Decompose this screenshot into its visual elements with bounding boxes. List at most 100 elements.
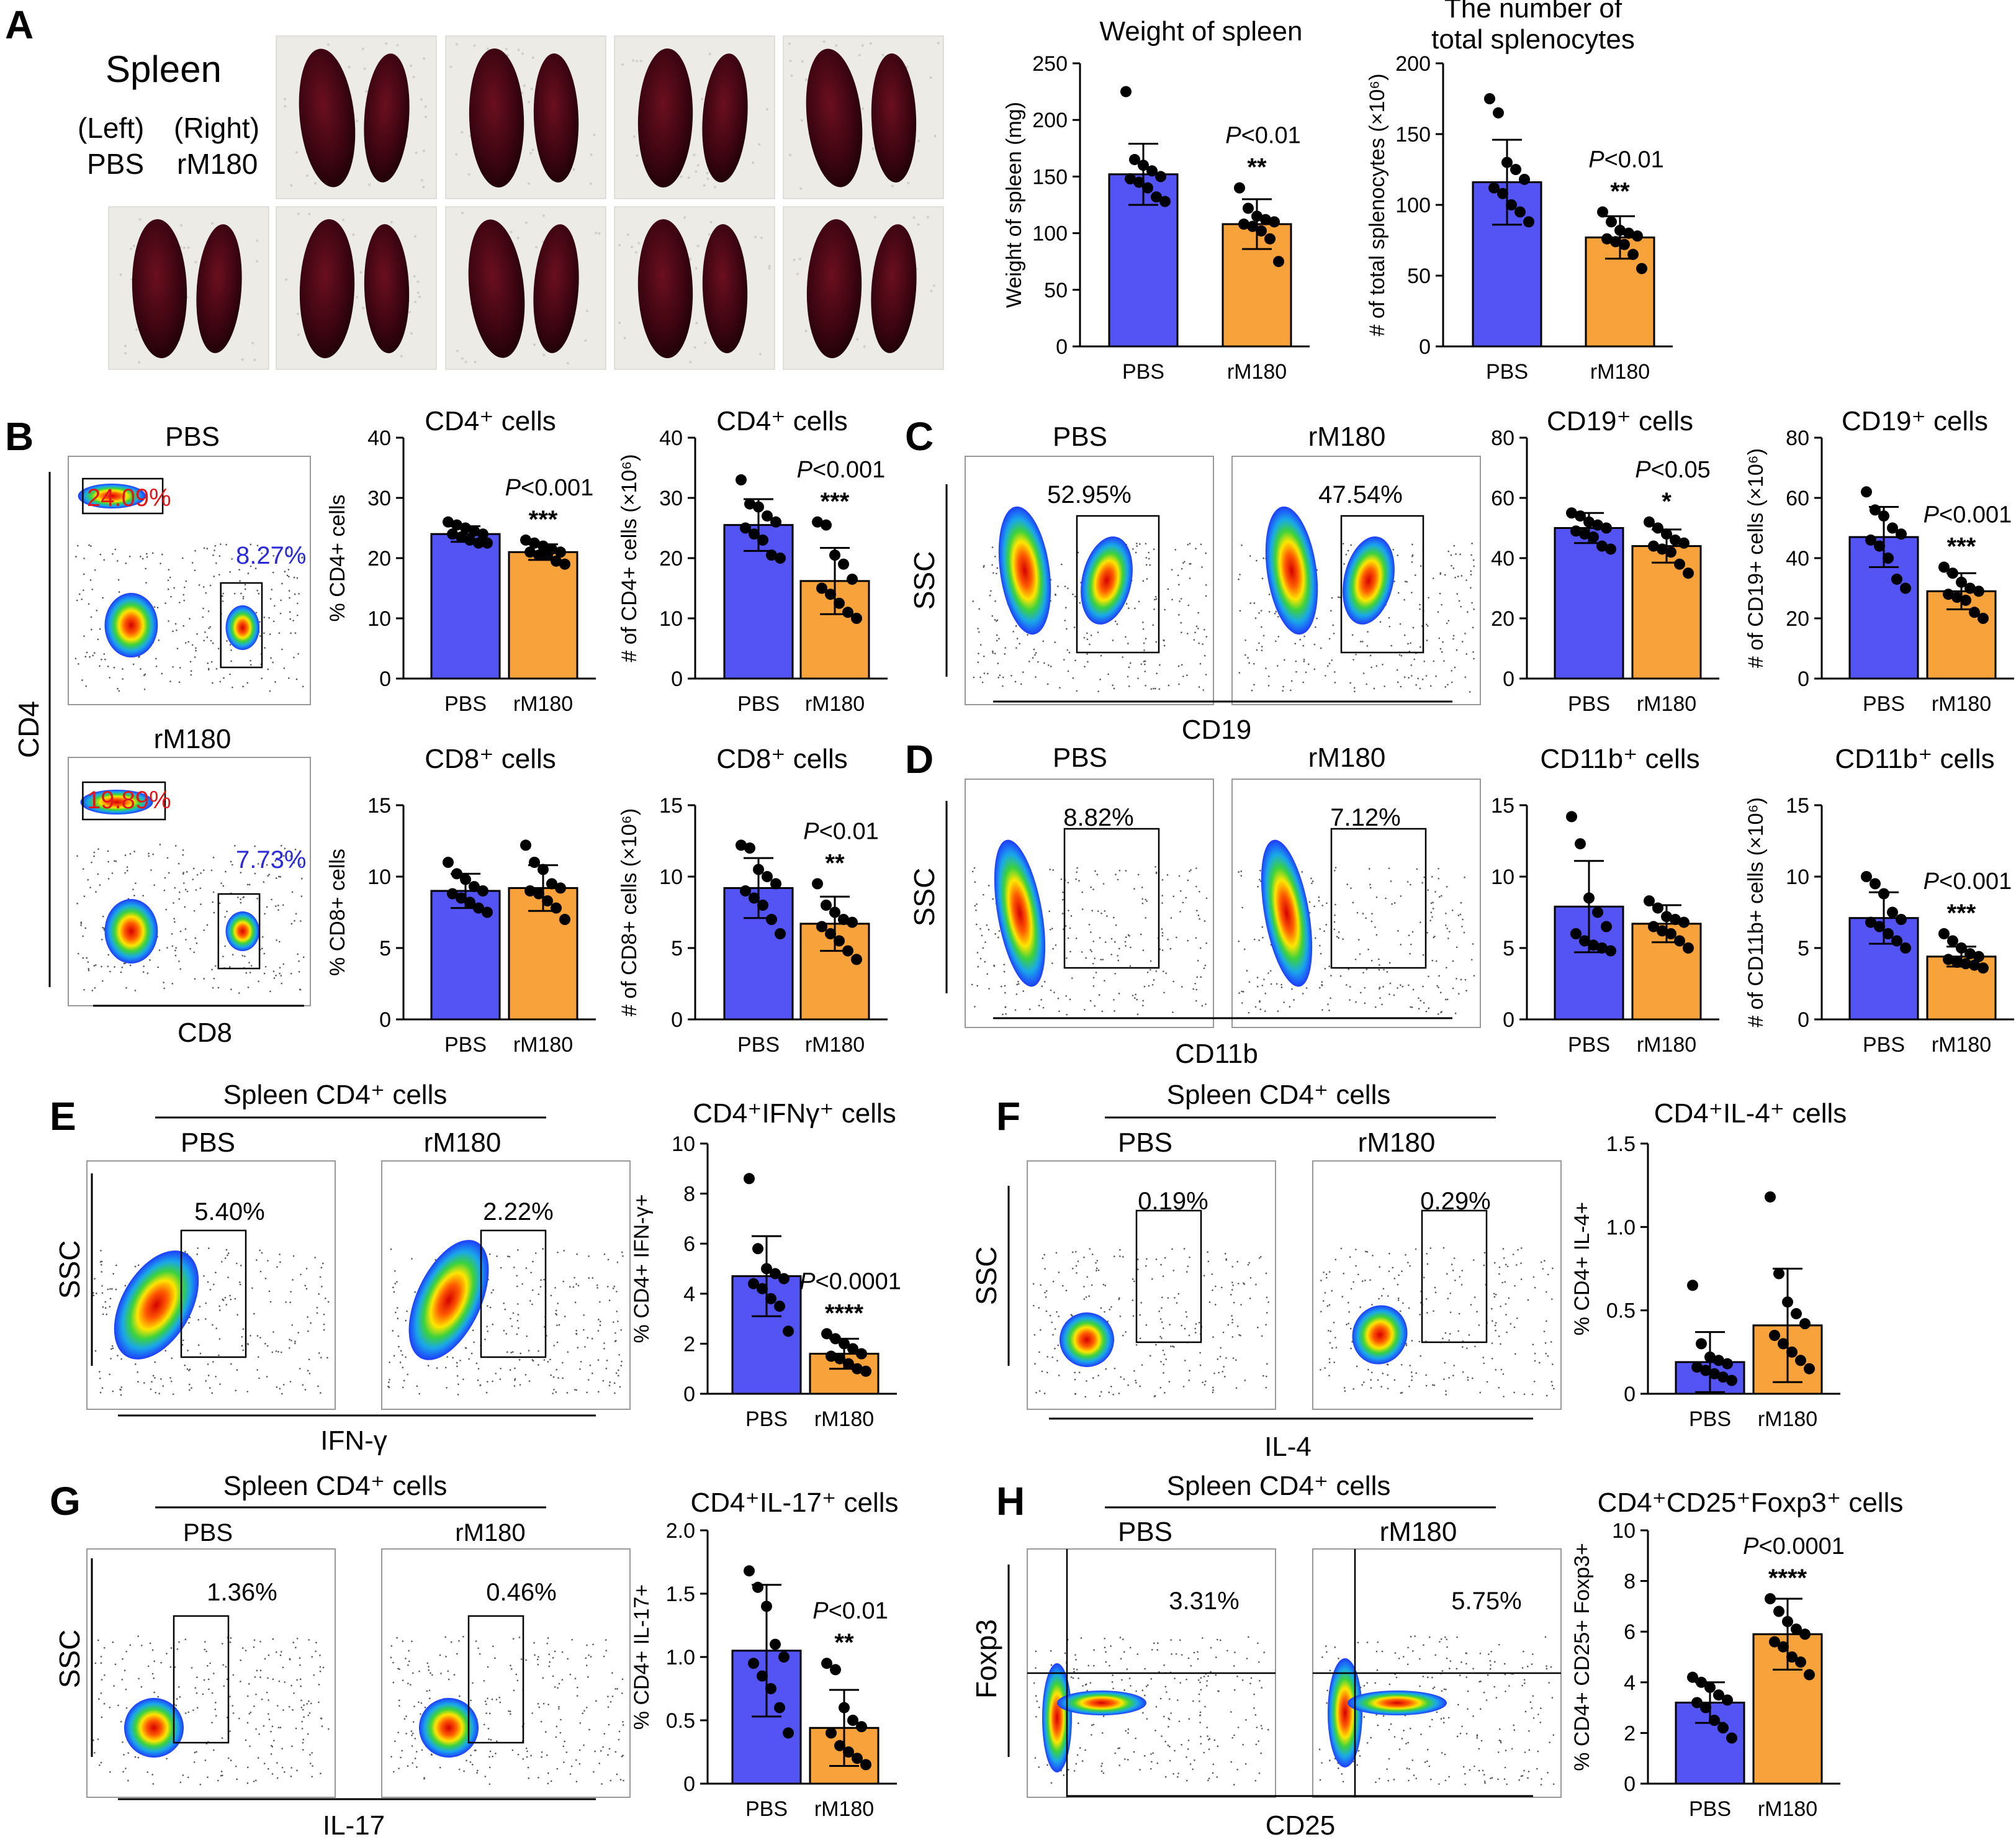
y-axis-label: % CD4+ IL-4+ xyxy=(1570,1202,1594,1335)
event-dot xyxy=(1459,1674,1461,1676)
y-tick-label: 2 xyxy=(1624,1722,1636,1745)
event-dot xyxy=(101,1387,104,1389)
event-dot xyxy=(1425,1298,1428,1300)
event-dot xyxy=(423,1777,425,1779)
event-dot xyxy=(1136,998,1138,1001)
event-dot xyxy=(271,1746,274,1748)
event-dot xyxy=(1320,1368,1321,1371)
event-dot xyxy=(304,1389,307,1391)
event-dot xyxy=(207,1776,209,1779)
data-point xyxy=(1887,522,1898,534)
event-dot xyxy=(76,599,78,602)
event-dot xyxy=(310,1322,312,1324)
event-dot xyxy=(1465,1663,1467,1665)
event-dot xyxy=(1145,564,1148,566)
event-dot xyxy=(212,1673,215,1674)
event-dot xyxy=(1444,1332,1447,1334)
event-dot xyxy=(292,1709,294,1711)
event-dot xyxy=(1042,640,1044,643)
event-dot xyxy=(983,672,986,674)
event-dot xyxy=(1151,1761,1153,1763)
event-dot xyxy=(1074,595,1076,598)
event-dot xyxy=(1400,1363,1403,1366)
data-point xyxy=(1606,216,1617,228)
event-dot xyxy=(599,1324,601,1327)
event-dot xyxy=(526,1750,528,1753)
event-dot xyxy=(103,1702,106,1705)
y-tick-label: 0 xyxy=(683,1772,695,1796)
event-dot xyxy=(1335,1347,1338,1348)
event-dot xyxy=(1189,1763,1192,1765)
cell-population xyxy=(419,1698,479,1758)
event-dot xyxy=(1137,874,1140,876)
event-dot xyxy=(1491,1777,1493,1779)
pbs-cd8-percent: 8.27% xyxy=(236,542,306,569)
event-dot xyxy=(1181,664,1183,666)
event-dot xyxy=(102,1313,104,1316)
event-dot xyxy=(118,591,120,593)
event-dot xyxy=(120,1386,123,1388)
chart-title: CD11b⁺ cells xyxy=(1835,744,1994,774)
event-dot xyxy=(325,1298,326,1299)
event-dot xyxy=(207,610,210,612)
event-dot xyxy=(1212,1336,1214,1339)
data-point xyxy=(860,1759,871,1771)
event-dot xyxy=(1120,1376,1122,1378)
event-dot xyxy=(1104,1311,1105,1313)
event-dot xyxy=(1092,985,1095,987)
event-dot xyxy=(1428,975,1429,978)
event-dot xyxy=(1500,1305,1501,1307)
event-dot xyxy=(1122,1638,1124,1640)
event-dot xyxy=(1210,1646,1212,1649)
event-dot xyxy=(505,1333,507,1335)
event-dot xyxy=(615,1372,618,1375)
event-dot xyxy=(1116,623,1118,625)
y-axis-label: % CD4+ IL-17+ xyxy=(630,1584,654,1730)
event-dot xyxy=(188,1322,190,1324)
event-dot xyxy=(300,920,302,922)
event-dot xyxy=(1504,1766,1506,1769)
data-point xyxy=(1804,1363,1815,1375)
event-dot xyxy=(1328,1358,1331,1360)
event-dot xyxy=(257,1757,259,1759)
event-dot xyxy=(217,986,220,989)
event-dot xyxy=(472,1329,474,1332)
event-dot xyxy=(525,1659,527,1661)
event-dot xyxy=(1415,684,1417,686)
event-dot xyxy=(1066,957,1068,959)
event-dot xyxy=(264,1278,267,1280)
event-dot xyxy=(489,1306,492,1309)
data-point xyxy=(469,525,480,537)
event-dot xyxy=(398,1345,400,1348)
event-dot xyxy=(1099,1395,1101,1397)
event-dot xyxy=(302,956,305,959)
event-dot xyxy=(621,1692,623,1694)
event-dot xyxy=(1343,1273,1345,1275)
event-dot xyxy=(281,648,283,651)
event-dot xyxy=(1465,579,1467,581)
event-dot xyxy=(1100,654,1102,657)
event-dot xyxy=(1517,1248,1519,1251)
event-dot xyxy=(1343,562,1345,565)
event-dot xyxy=(1449,1333,1451,1335)
event-dot xyxy=(1484,1782,1486,1784)
event-dot xyxy=(1199,890,1200,893)
event-dot xyxy=(273,977,276,979)
event-dot xyxy=(160,1661,162,1664)
event-dot xyxy=(1427,1676,1429,1679)
event-dot xyxy=(555,1736,557,1738)
event-dot xyxy=(1230,1761,1232,1763)
event-dot xyxy=(1411,555,1413,558)
spleen-photo xyxy=(276,206,437,370)
data-point xyxy=(762,510,773,522)
event-dot xyxy=(222,885,225,887)
event-dot xyxy=(290,855,292,857)
event-dot xyxy=(184,1638,187,1640)
data-point xyxy=(1722,1358,1733,1370)
event-dot xyxy=(1038,1706,1040,1709)
event-dot xyxy=(102,915,104,918)
y-tick-label: 1.0 xyxy=(666,1646,695,1669)
event-dot xyxy=(289,1381,292,1383)
